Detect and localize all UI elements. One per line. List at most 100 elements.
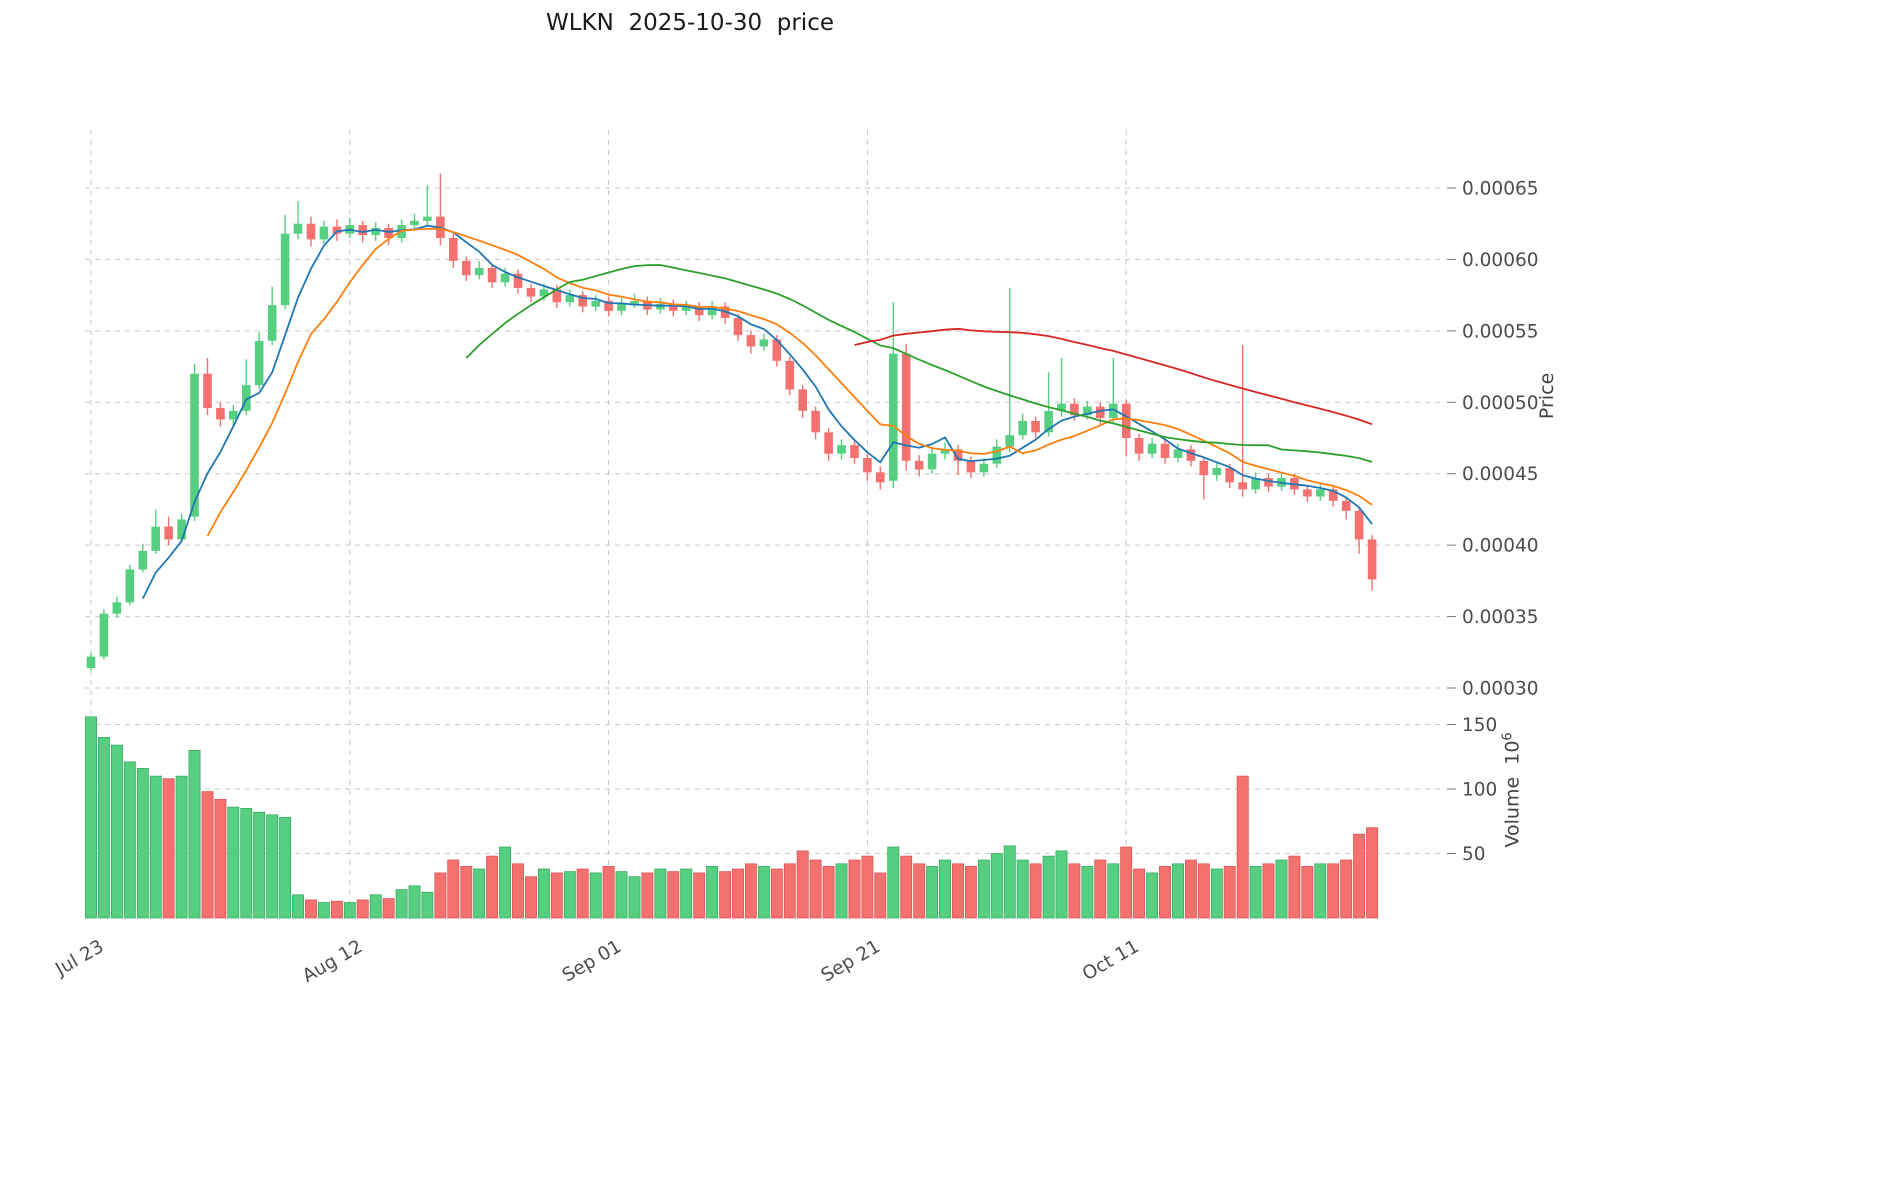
volume-bar [757,866,770,919]
candle-body [254,340,264,386]
volume-bar [408,885,421,919]
candle-body [86,656,96,668]
volume-bar [1197,863,1210,919]
volume-bars [85,716,1379,919]
candle-body [267,305,277,341]
candle-body [1031,420,1040,433]
price-axis-label-text: Price [1536,372,1558,420]
volume-bar [1236,775,1249,919]
candle-body [940,449,950,454]
ma-line-30 [465,264,1373,463]
volume-bar [1133,868,1146,919]
candle-body [707,306,717,316]
volume-bar [188,749,201,919]
candle-body [837,445,846,454]
candle-body [681,306,691,311]
volume-bar [732,868,744,919]
candle-body [500,273,510,283]
volume-bar [1068,863,1081,919]
volume-bar [848,859,861,919]
candle-body [1316,489,1325,497]
volume-bar [615,871,628,919]
volume-bar [835,863,848,919]
volume-bar [861,855,874,919]
candle-body [591,300,600,307]
candle-body [1186,449,1196,461]
volume-bar [434,872,447,919]
x-tick-label: Sep 21 [818,936,884,986]
candle-body [1251,478,1260,490]
volume-bar [279,817,292,919]
candle-body [1212,468,1222,476]
ma-line-5 [141,224,1373,600]
candle-body [539,289,549,297]
candle-body [746,335,756,347]
volume-bar [1314,863,1327,919]
volume-bar [1094,859,1107,919]
candle-body [966,460,976,473]
volume-bar [1210,868,1223,919]
candle-body [319,226,329,240]
volume-bar [783,863,796,919]
candle-body [772,339,782,361]
volume-bar [576,868,589,919]
volume-bar [874,872,887,919]
volume-bar [563,871,576,919]
volume-bar [149,775,162,919]
candle-body [526,288,536,297]
candle-body [177,519,186,540]
volume-bar [1120,846,1133,919]
volume-bar [499,846,512,919]
candle-body [901,353,911,461]
volume-bar [1146,872,1159,919]
candle-body [306,223,316,240]
price-tick-label: 0.00060 [1462,250,1539,271]
volume-tick-label: 50 [1462,844,1486,865]
volume-bar [641,872,654,919]
candle-body [1354,510,1364,540]
candle-body [293,223,303,234]
volume-bar [85,716,97,919]
volume-tick-label: 150 [1462,715,1497,736]
candle-body [1083,406,1092,416]
volume-bar [266,814,279,919]
candle-body [1109,403,1118,418]
volume-bar [253,811,266,919]
candle-body [798,389,807,411]
volume-bar [447,859,460,919]
volume-bar [305,899,317,919]
volume-bar [1003,845,1016,919]
candle-body [1225,468,1234,483]
volume-bar [473,868,486,919]
volume-bar [1275,859,1288,919]
price-tick-label: 0.00030 [1462,679,1539,700]
candle-body [242,385,251,411]
candle-body [164,526,173,540]
candle-body [1057,403,1066,411]
volume-bar [939,859,951,919]
candle-body [552,289,562,303]
volume-bar [977,859,990,919]
candle-body [1147,443,1157,454]
volume-bar [317,902,330,919]
candle-body [785,360,795,390]
volume-bar [667,871,680,919]
candle-body [216,408,225,420]
volume-tick-label: 100 [1462,780,1497,801]
volume-bar [719,871,732,919]
candle-body [953,449,963,461]
candle-body [513,273,523,288]
volume-bar [822,866,835,919]
candle-body [474,268,484,276]
candle-body [1367,539,1377,580]
volume-bar [628,876,641,919]
volume-bar [97,737,110,919]
volume-bar [421,891,434,919]
volume-bar [136,768,149,919]
candle-body [1264,478,1273,487]
candle-body [694,306,704,316]
volume-bar [602,866,615,919]
volume-bar [952,863,964,919]
price-tick-label: 0.00045 [1462,464,1539,485]
candle-body [190,373,199,517]
